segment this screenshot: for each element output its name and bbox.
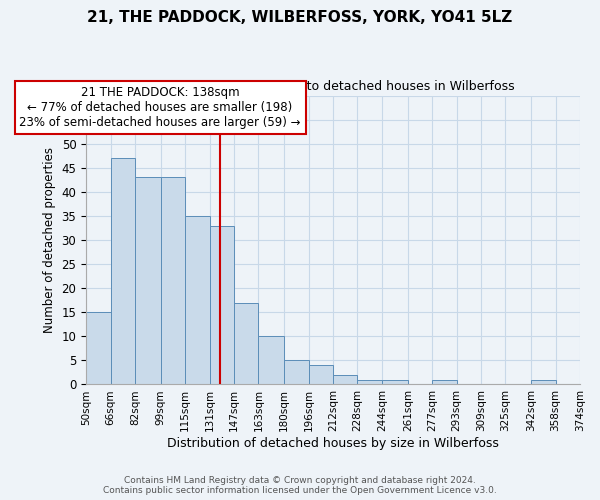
Bar	[135, 178, 161, 384]
Bar	[259, 336, 284, 384]
Bar	[86, 312, 110, 384]
Bar	[308, 365, 333, 384]
Bar	[110, 158, 135, 384]
Text: 21, THE PADDOCK, WILBERFOSS, YORK, YO41 5LZ: 21, THE PADDOCK, WILBERFOSS, YORK, YO41 …	[88, 10, 512, 25]
Bar	[358, 380, 382, 384]
Bar	[382, 380, 408, 384]
X-axis label: Distribution of detached houses by size in Wilberfoss: Distribution of detached houses by size …	[167, 437, 499, 450]
Text: Contains HM Land Registry data © Crown copyright and database right 2024.
Contai: Contains HM Land Registry data © Crown c…	[103, 476, 497, 495]
Bar	[209, 226, 234, 384]
Bar	[531, 380, 556, 384]
Bar	[185, 216, 209, 384]
Text: 21 THE PADDOCK: 138sqm
← 77% of detached houses are smaller (198)
23% of semi-de: 21 THE PADDOCK: 138sqm ← 77% of detached…	[19, 86, 301, 129]
Y-axis label: Number of detached properties: Number of detached properties	[43, 147, 56, 333]
Bar	[333, 375, 358, 384]
Bar	[432, 380, 457, 384]
Bar	[234, 302, 259, 384]
Title: Size of property relative to detached houses in Wilberfoss: Size of property relative to detached ho…	[152, 80, 514, 93]
Bar	[161, 178, 185, 384]
Bar	[284, 360, 308, 384]
